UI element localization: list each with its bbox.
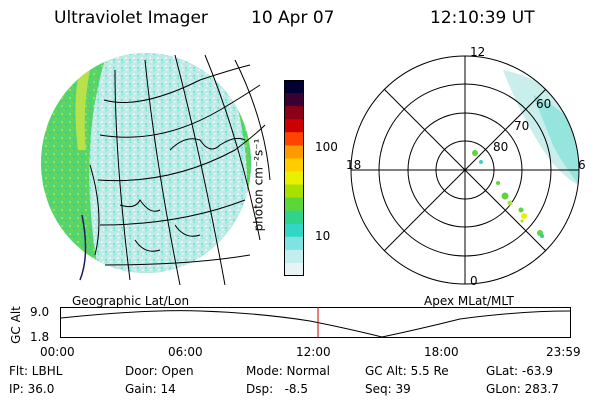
colorbar-unit-label: photon cm⁻²s⁻¹ [251, 138, 266, 232]
colorbar-segment [284, 210, 304, 225]
colorbar-segment [284, 171, 304, 186]
timeline-ytick-top: 9.0 [30, 305, 50, 319]
instrument-title: Ultraviolet Imager [54, 8, 208, 28]
colorbar-tick-10: 10 [315, 229, 331, 243]
mlt-label-6: 6 [578, 158, 586, 172]
info-seq: Seq: 39 [365, 382, 411, 396]
colorbar-segment [284, 223, 304, 238]
info-glon: GLon: 283.7 [486, 382, 559, 396]
info-ip: IP: 36.0 [9, 382, 55, 396]
colorbar-segment [284, 132, 304, 146]
colorbar-segment [284, 236, 304, 251]
colorbar-tick-100: 100 [315, 140, 338, 154]
colorbar-segment [284, 119, 304, 133]
date-label: 10 Apr 07 [251, 8, 335, 28]
timeline-xtick-3: 18:00 [424, 345, 459, 359]
colorbar-segment [284, 158, 304, 172]
altitude-timeline [60, 307, 571, 338]
lat-label-80: 80 [493, 140, 509, 154]
lat-label-70: 70 [514, 119, 530, 133]
colorbar [284, 80, 304, 276]
right-panel-label: Apex MLat/MLT [424, 294, 514, 308]
colorbar-segment [284, 197, 304, 212]
colorbar-segment [284, 80, 304, 94]
info-dsp: Dsp: -8.5 [246, 382, 309, 396]
timeline-xtick-2: 12:00 [296, 345, 331, 359]
timeline-ytick-bottom: 1.8 [30, 330, 50, 344]
mlt-label-18: 18 [346, 158, 362, 172]
geographic-image [41, 53, 271, 286]
colorbar-segment [284, 145, 304, 159]
time-label: 12:10:39 UT [430, 8, 535, 28]
timeline-xtick-4: 23:59 [546, 345, 581, 359]
colorbar-segment [284, 184, 304, 199]
colorbar-segment [284, 106, 304, 120]
info-glat: GLat: -63.9 [486, 364, 553, 378]
info-door: Door: Open [125, 364, 194, 378]
left-panel-label: Geographic Lat/Lon [72, 294, 190, 308]
info-gc-alt: GC Alt: 5.5 Re [365, 364, 449, 378]
mlt-label-0: 0 [470, 274, 478, 288]
auroral-spots [472, 150, 544, 238]
timeline-xtick-1: 06:00 [168, 345, 203, 359]
info-gain: Gain: 14 [125, 382, 176, 396]
colorbar-segment [284, 262, 304, 276]
polar-plot [350, 55, 580, 285]
info-mode: Mode: Normal [246, 364, 330, 378]
mlt-label-12: 12 [470, 45, 486, 59]
timeline-xtick-0: 00:00 [40, 345, 75, 359]
colorbar-segment [284, 249, 304, 264]
info-filter: Flt: LBHL [9, 364, 63, 378]
timeline-axis-label: GC Alt [8, 306, 23, 344]
lat-label-60: 60 [536, 97, 552, 111]
colorbar-segment [284, 93, 304, 107]
